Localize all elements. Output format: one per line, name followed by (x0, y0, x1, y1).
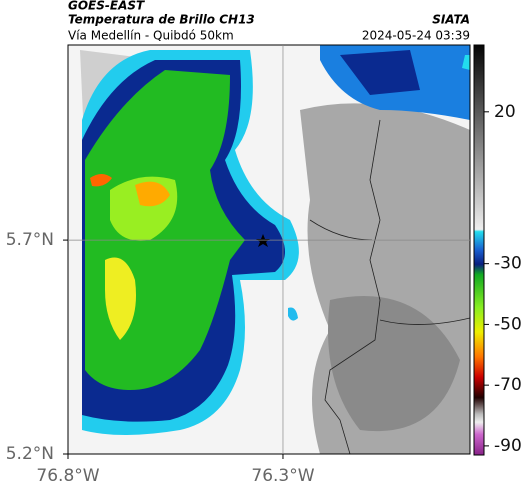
source: GOES-EAST (68, 0, 145, 13)
map-frame (67, 44, 471, 455)
subtitle: Vía Medellín - Quibdó 50km (68, 29, 234, 43)
y-tick-label: 5.2°N (6, 444, 54, 464)
colorbar-tick-label: -30 (494, 254, 522, 274)
colorbar-tick-label: -90 (494, 436, 522, 456)
timestamp: 2024-05-24 03:39 (362, 29, 470, 43)
imagery (68, 45, 470, 454)
colorbar-tick-label: 20 (494, 102, 516, 122)
colorbar-tick-label: -50 (494, 314, 522, 334)
colorbar (473, 44, 485, 456)
x-tick-label: 76.8°W (36, 466, 99, 486)
colorbar-tick-label: -70 (494, 375, 522, 395)
y-tick-label: 5.7°N (6, 230, 54, 250)
title: Temperatura de Brillo CH13 (68, 13, 255, 27)
x-tick-label: 76.3°W (251, 466, 314, 486)
credit: SIATA (432, 13, 470, 27)
